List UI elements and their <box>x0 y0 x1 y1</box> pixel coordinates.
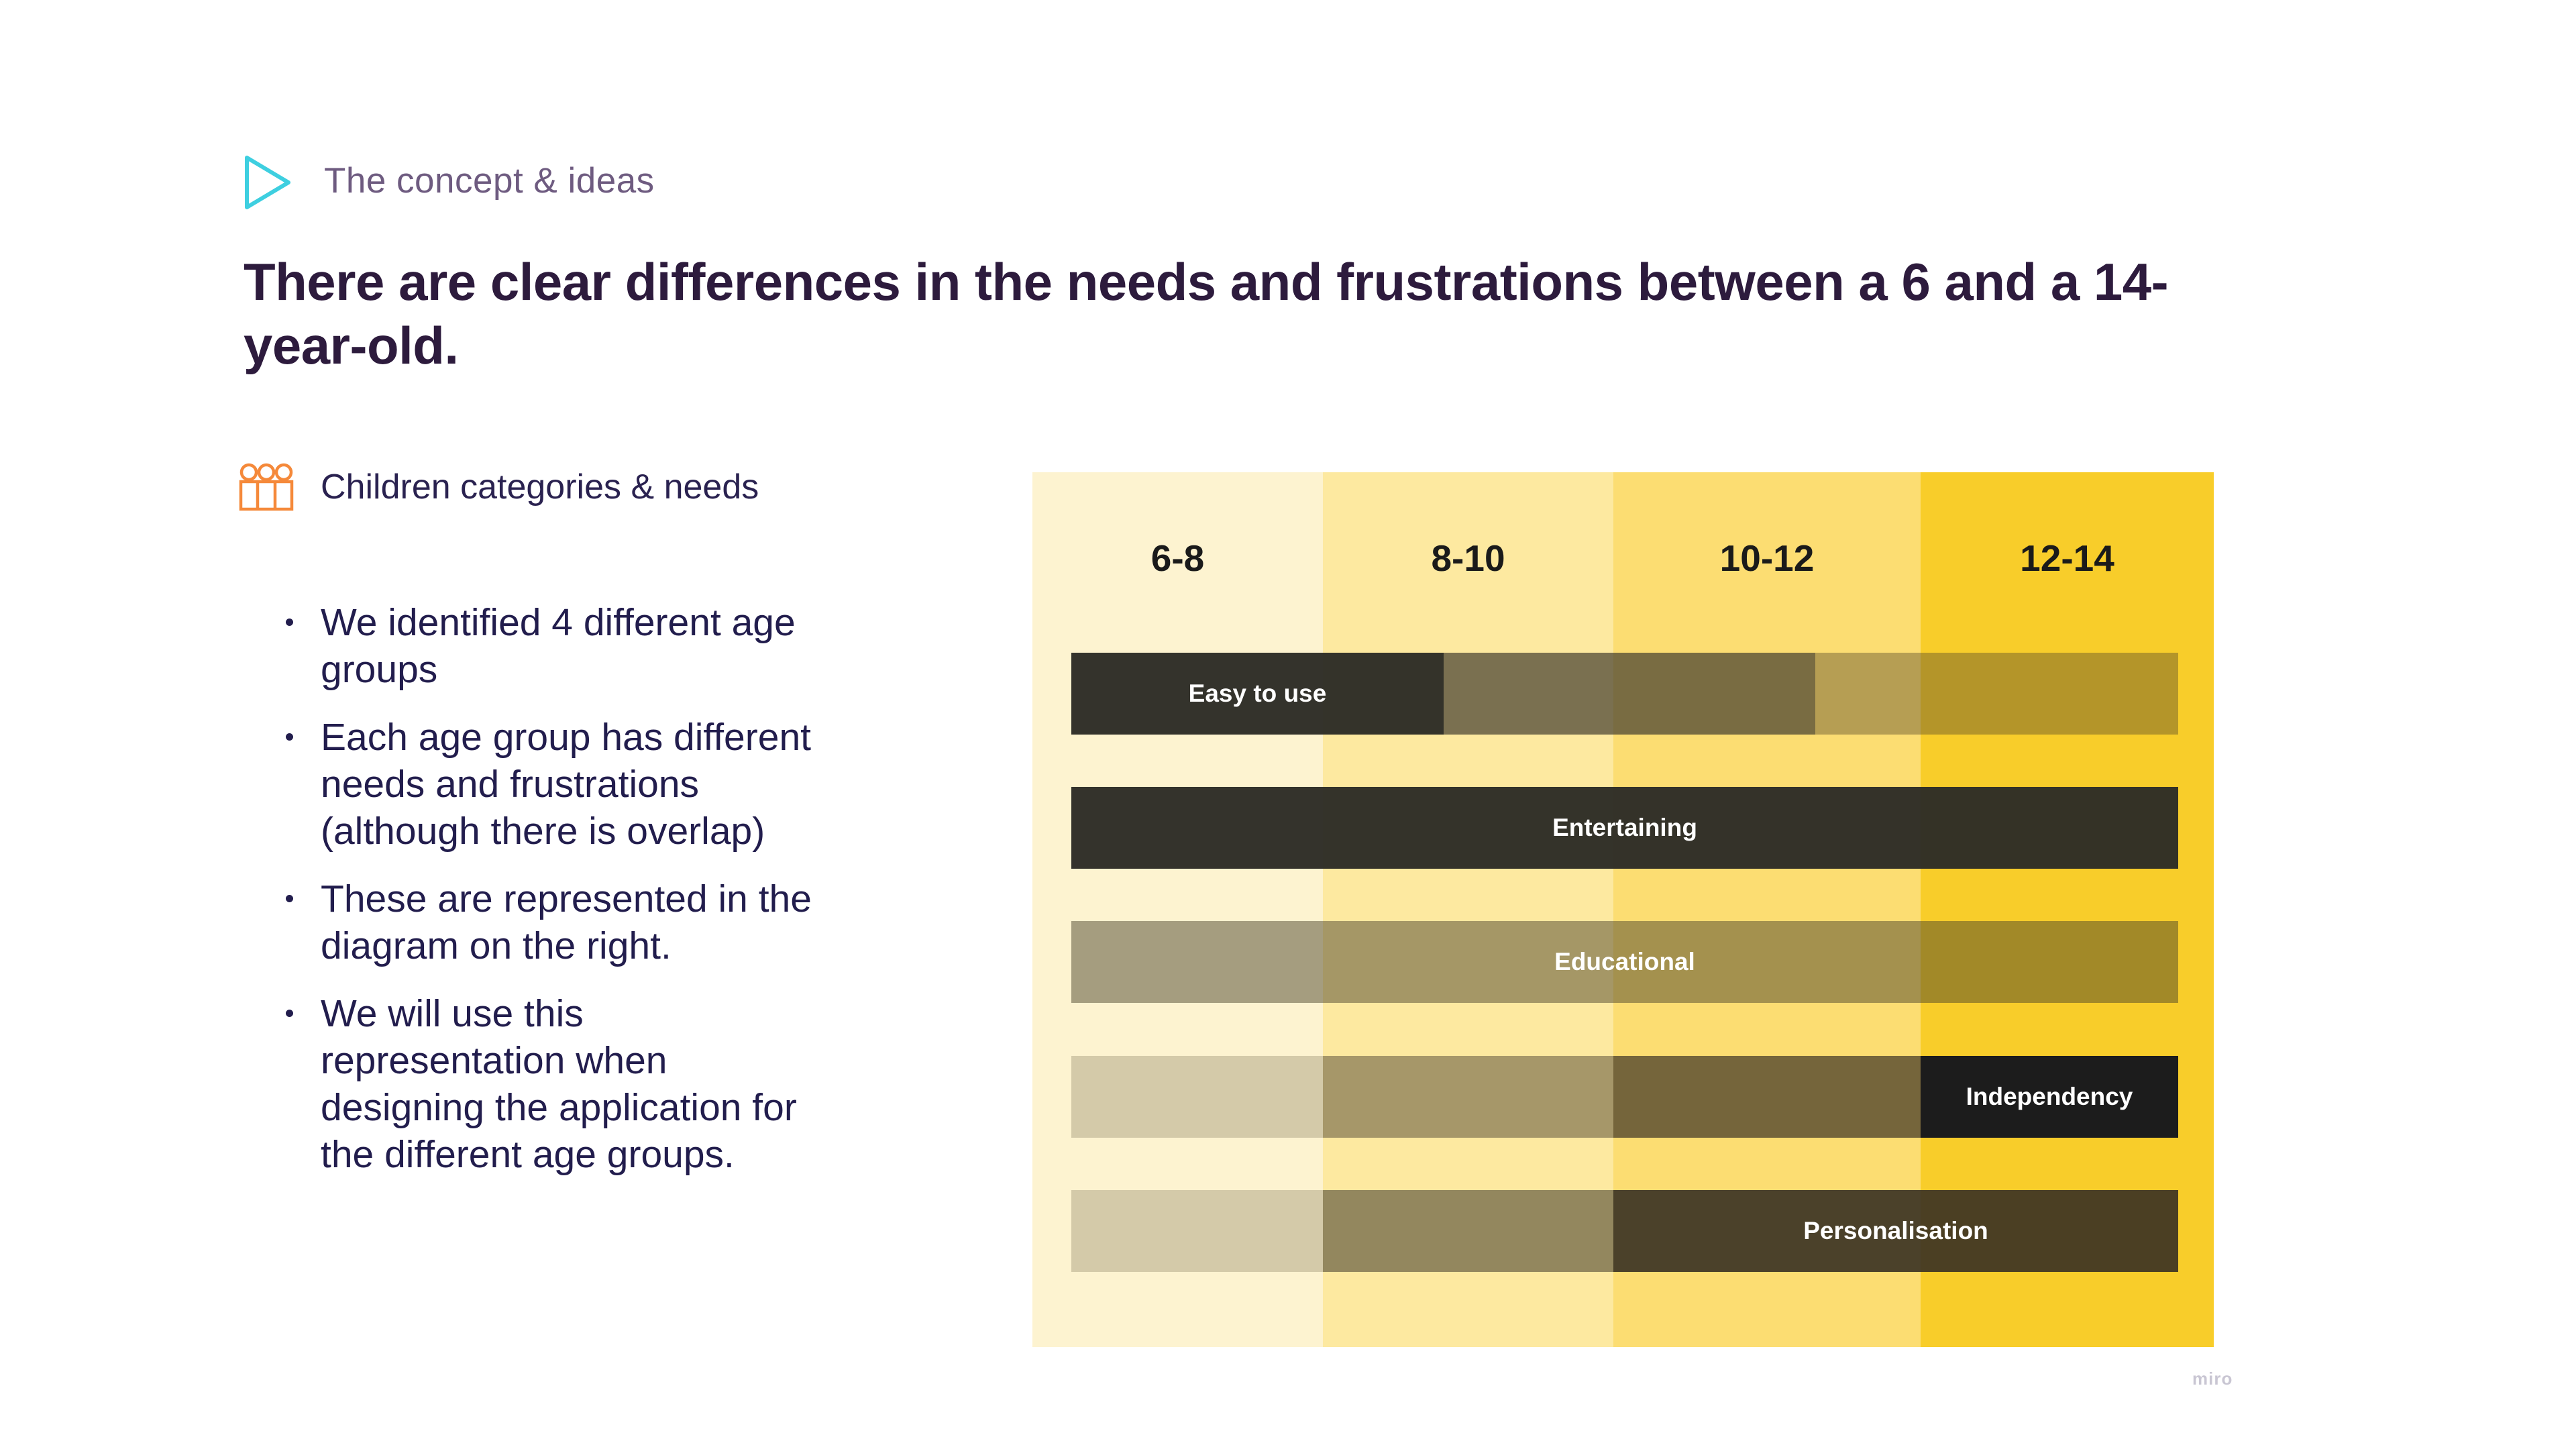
need-bar-segment <box>1071 787 2178 869</box>
need-bar-segment <box>1323 1190 1613 1272</box>
children-group-icon <box>239 463 294 511</box>
need-bar-segment <box>1071 1190 1323 1272</box>
need-bar-segment <box>1815 653 2178 735</box>
bullet-text-line: the different age groups. <box>321 1133 735 1176</box>
bullet-dot-icon <box>286 1010 293 1017</box>
need-bar-label: Independency <box>1966 1083 2133 1110</box>
need-bar-segment <box>1921 1056 2178 1138</box>
bullet-item: Each age group has different needs and fr… <box>282 714 899 855</box>
need-bar-segment <box>1323 1056 1613 1138</box>
age-column-label: 12-14 <box>2020 537 2114 579</box>
bullet-dot-icon <box>286 619 293 626</box>
age-column-6-8: 6-8 <box>1032 472 1323 1347</box>
need-bar-independency: Independency <box>1071 1056 2178 1138</box>
need-bar-label: Entertaining <box>1552 814 1697 841</box>
need-bar-label: Personalisation <box>1803 1217 1988 1244</box>
bullet-text-line: groups <box>321 648 438 691</box>
bullet-dot-icon <box>286 895 293 902</box>
need-bar-segment <box>1613 1190 2178 1272</box>
need-bar-segment <box>1071 653 1444 735</box>
bullet-item: We will use this representation when desig… <box>282 990 899 1178</box>
bullet-text-line: These are represented in the <box>321 877 812 920</box>
need-bar-easy-to-use: Easy to use <box>1071 653 2178 735</box>
bullet-list: We identified 4 different age groups Each … <box>282 599 899 1199</box>
bullet-text-line: needs and frustrations <box>321 763 700 806</box>
age-column-label: 8-10 <box>1431 537 1505 579</box>
need-bar-segment <box>1613 1056 1921 1138</box>
bullet-text-line: (although there is overlap) <box>321 810 765 853</box>
age-needs-diagram: 6-8 8-10 10-12 12-14 Easy to use Entertaining… <box>1032 472 2214 1347</box>
need-bar-educational: Educational <box>1071 921 2178 1003</box>
need-bar-label: Educational <box>1554 948 1695 975</box>
need-bar-segment <box>1444 653 1815 735</box>
bullet-text-line: designing the application for <box>321 1086 797 1129</box>
need-bar-segment <box>1071 1056 1323 1138</box>
play-triangle-icon <box>245 156 290 209</box>
bullet-dot-icon <box>286 733 293 741</box>
section-label: The concept & ideas <box>324 161 655 201</box>
page-title: There are clear differences in the needs… <box>244 250 2256 378</box>
subheading: Children categories & needs <box>321 468 759 506</box>
bullet-text-line: diagram on the right. <box>321 924 672 967</box>
bullet-item: These are represented in the diagram on t… <box>282 875 899 969</box>
bullet-text-line: We identified 4 different age <box>321 601 796 644</box>
title-line: year-old. <box>244 316 459 375</box>
bullet-item: We identified 4 different age groups <box>282 599 899 693</box>
bullet-text-line: Each age group has different <box>321 716 811 759</box>
age-column-label: 10-12 <box>1719 537 1815 579</box>
bullet-text-line: representation when <box>321 1039 667 1082</box>
need-bar-segment <box>1071 921 2178 1003</box>
bullet-text-line: We will use this <box>321 992 584 1035</box>
title-line: There are clear differences in the needs… <box>244 252 2169 311</box>
need-bar-label: Easy to use <box>1188 680 1327 707</box>
need-bar-personalisation: Personalisation <box>1071 1190 2178 1272</box>
miro-watermark: miro <box>2192 1368 2233 1389</box>
age-column-label: 6-8 <box>1150 537 1205 579</box>
need-bar-entertaining: Entertaining <box>1071 787 2178 869</box>
